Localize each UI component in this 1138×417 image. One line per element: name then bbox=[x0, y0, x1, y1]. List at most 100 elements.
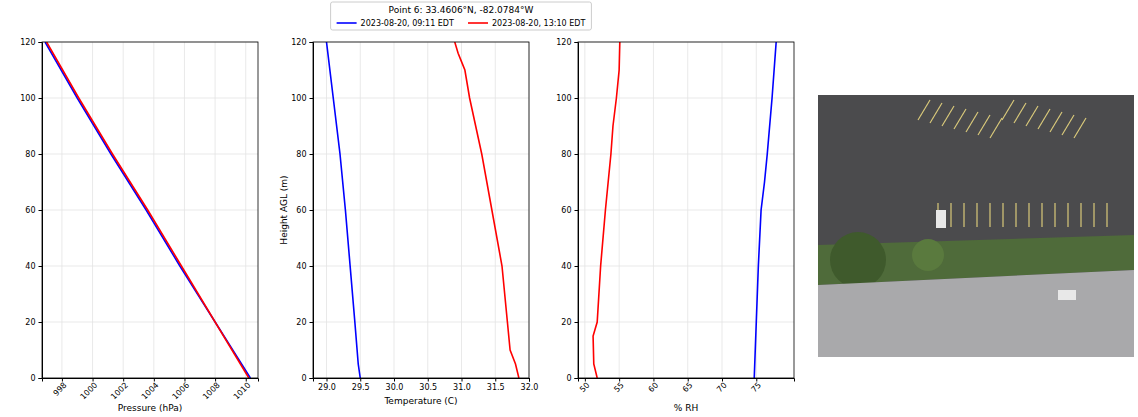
x-axis-title: Pressure (hPa) bbox=[118, 403, 183, 413]
y-tick-label: 100 bbox=[291, 94, 306, 103]
y-tick-mark bbox=[39, 210, 43, 211]
x-axis-title: % RH bbox=[674, 403, 698, 413]
x-axis: 50 55 60 65 70 75 bbox=[578, 378, 794, 394]
y-axis: 020406080100120 bbox=[556, 38, 578, 383]
parking-stripe bbox=[1093, 203, 1094, 227]
legend-label: 2023-08-20, 09:11 EDT bbox=[361, 19, 454, 28]
grid-line-y bbox=[578, 266, 794, 267]
photo-car bbox=[936, 210, 946, 228]
x-axis-line bbox=[314, 379, 530, 382]
panel: 29.029.530.030.531.031.532.0020406080100… bbox=[279, 38, 538, 406]
y-tick-label: 40 bbox=[25, 262, 35, 271]
photo-tree bbox=[912, 239, 944, 271]
y-tick: 20 bbox=[25, 318, 42, 327]
y-tick-mark bbox=[39, 378, 43, 379]
parking-stripe bbox=[976, 203, 977, 227]
x-tick-mark bbox=[462, 378, 463, 382]
y-tick: 60 bbox=[25, 206, 42, 215]
parking-stripe bbox=[966, 112, 978, 132]
profile-line bbox=[754, 42, 776, 378]
legend: Point 6: 33.4606°N, -82.0784°W2023-08-20… bbox=[331, 2, 592, 30]
panel: 50 55 60 65 70 75 020406080100120 % RH bbox=[556, 38, 794, 413]
parking-stripe bbox=[1050, 112, 1062, 132]
x-tick-label: 65 bbox=[681, 381, 695, 395]
y-tick: 80 bbox=[25, 150, 42, 159]
parking-stripe bbox=[942, 106, 954, 126]
plot-area bbox=[578, 42, 794, 378]
x-axis-title: Temperature (C) bbox=[383, 396, 457, 406]
x-tick-mark bbox=[428, 378, 429, 382]
parking-stripe bbox=[1038, 109, 1050, 129]
profile-line bbox=[47, 42, 249, 378]
x-tick: 75 bbox=[749, 378, 763, 394]
y-tick-mark bbox=[575, 42, 579, 43]
grid-line-y bbox=[42, 154, 258, 155]
x-tick-label: 60 bbox=[647, 381, 661, 395]
y-tick-mark bbox=[310, 98, 314, 99]
parking-stripe bbox=[1026, 106, 1038, 126]
x-tick: 60 bbox=[647, 378, 661, 394]
x-tick-label: 50 bbox=[578, 381, 592, 395]
plot-area bbox=[42, 42, 258, 378]
x-tick-mark bbox=[495, 378, 496, 382]
y-tick: 20 bbox=[296, 318, 313, 327]
y-tick: 100 bbox=[291, 94, 313, 103]
x-tick-mark bbox=[394, 378, 395, 382]
y-tick-mark bbox=[310, 322, 314, 323]
y-tick-label: 60 bbox=[296, 206, 306, 215]
aerial-photo bbox=[818, 95, 1134, 357]
x-tick-label: 31.5 bbox=[487, 383, 505, 392]
y-tick: 120 bbox=[20, 38, 42, 47]
y-tick-mark bbox=[310, 266, 314, 267]
parking-stripe bbox=[1054, 203, 1055, 227]
panel: 998 1000 1002 1004 1006 1008 1010 0 20 40 60 80 100 1… bbox=[20, 38, 258, 413]
y-tick: 0 bbox=[30, 374, 42, 383]
y-tick-label: 120 bbox=[20, 38, 35, 47]
x-tick-mark bbox=[360, 378, 361, 382]
y-tick-mark bbox=[310, 210, 314, 211]
x-tick: 65 bbox=[681, 378, 695, 394]
y-tick-mark bbox=[575, 154, 579, 155]
x-tick-label: 1004 bbox=[140, 381, 161, 402]
y-tick-label: 120 bbox=[291, 38, 306, 47]
y-tick-mark bbox=[310, 378, 314, 379]
x-tick: 31.0 bbox=[453, 378, 471, 392]
x-tick-label: 1006 bbox=[170, 381, 191, 402]
x-tick: 1008 bbox=[201, 378, 222, 401]
x-tick: 1000 bbox=[79, 378, 100, 401]
x-axis: 29.029.530.030.531.031.532.0 bbox=[314, 378, 539, 392]
x-tick-mark bbox=[327, 378, 328, 382]
legend-swatch bbox=[468, 22, 488, 24]
y-tick-label: 100 bbox=[20, 94, 35, 103]
parking-stripe bbox=[954, 109, 966, 129]
y-tick-label: 120 bbox=[556, 38, 571, 47]
y-tick-label: 40 bbox=[296, 262, 306, 271]
x-axis: 998 1000 1002 1004 1006 1008 1010 bbox=[43, 378, 259, 401]
x-tick-label: 55 bbox=[612, 381, 626, 395]
x-tick: 1010 bbox=[232, 378, 253, 401]
parking-stripe bbox=[1106, 203, 1107, 227]
y-tick-label: 40 bbox=[561, 262, 571, 271]
grid-line-y bbox=[578, 98, 794, 99]
grid bbox=[578, 42, 794, 378]
x-tick-label: 30.5 bbox=[419, 383, 437, 392]
grid-line-y bbox=[578, 322, 794, 323]
parking-stripe bbox=[1014, 103, 1026, 123]
x-tick-label: 70 bbox=[715, 381, 729, 395]
parking-stripe bbox=[1002, 203, 1003, 227]
y-tick: 80 bbox=[296, 150, 313, 159]
y-tick: 0 bbox=[301, 374, 313, 383]
grid-line-y bbox=[313, 154, 529, 155]
photo-road bbox=[818, 270, 1134, 357]
photo-stripes bbox=[918, 100, 1107, 227]
y-tick-mark bbox=[39, 98, 43, 99]
photo-car bbox=[1058, 290, 1076, 300]
x-tick-label: 998 bbox=[51, 381, 68, 398]
x-tick: 1002 bbox=[109, 378, 130, 401]
legend-label: 2023-08-20, 13:10 EDT bbox=[492, 19, 585, 28]
parking-stripe bbox=[989, 203, 990, 227]
parking-stripe bbox=[1062, 115, 1074, 135]
y-tick-mark bbox=[575, 210, 579, 211]
y-tick: 80 bbox=[561, 150, 578, 159]
legend-box bbox=[331, 2, 592, 30]
